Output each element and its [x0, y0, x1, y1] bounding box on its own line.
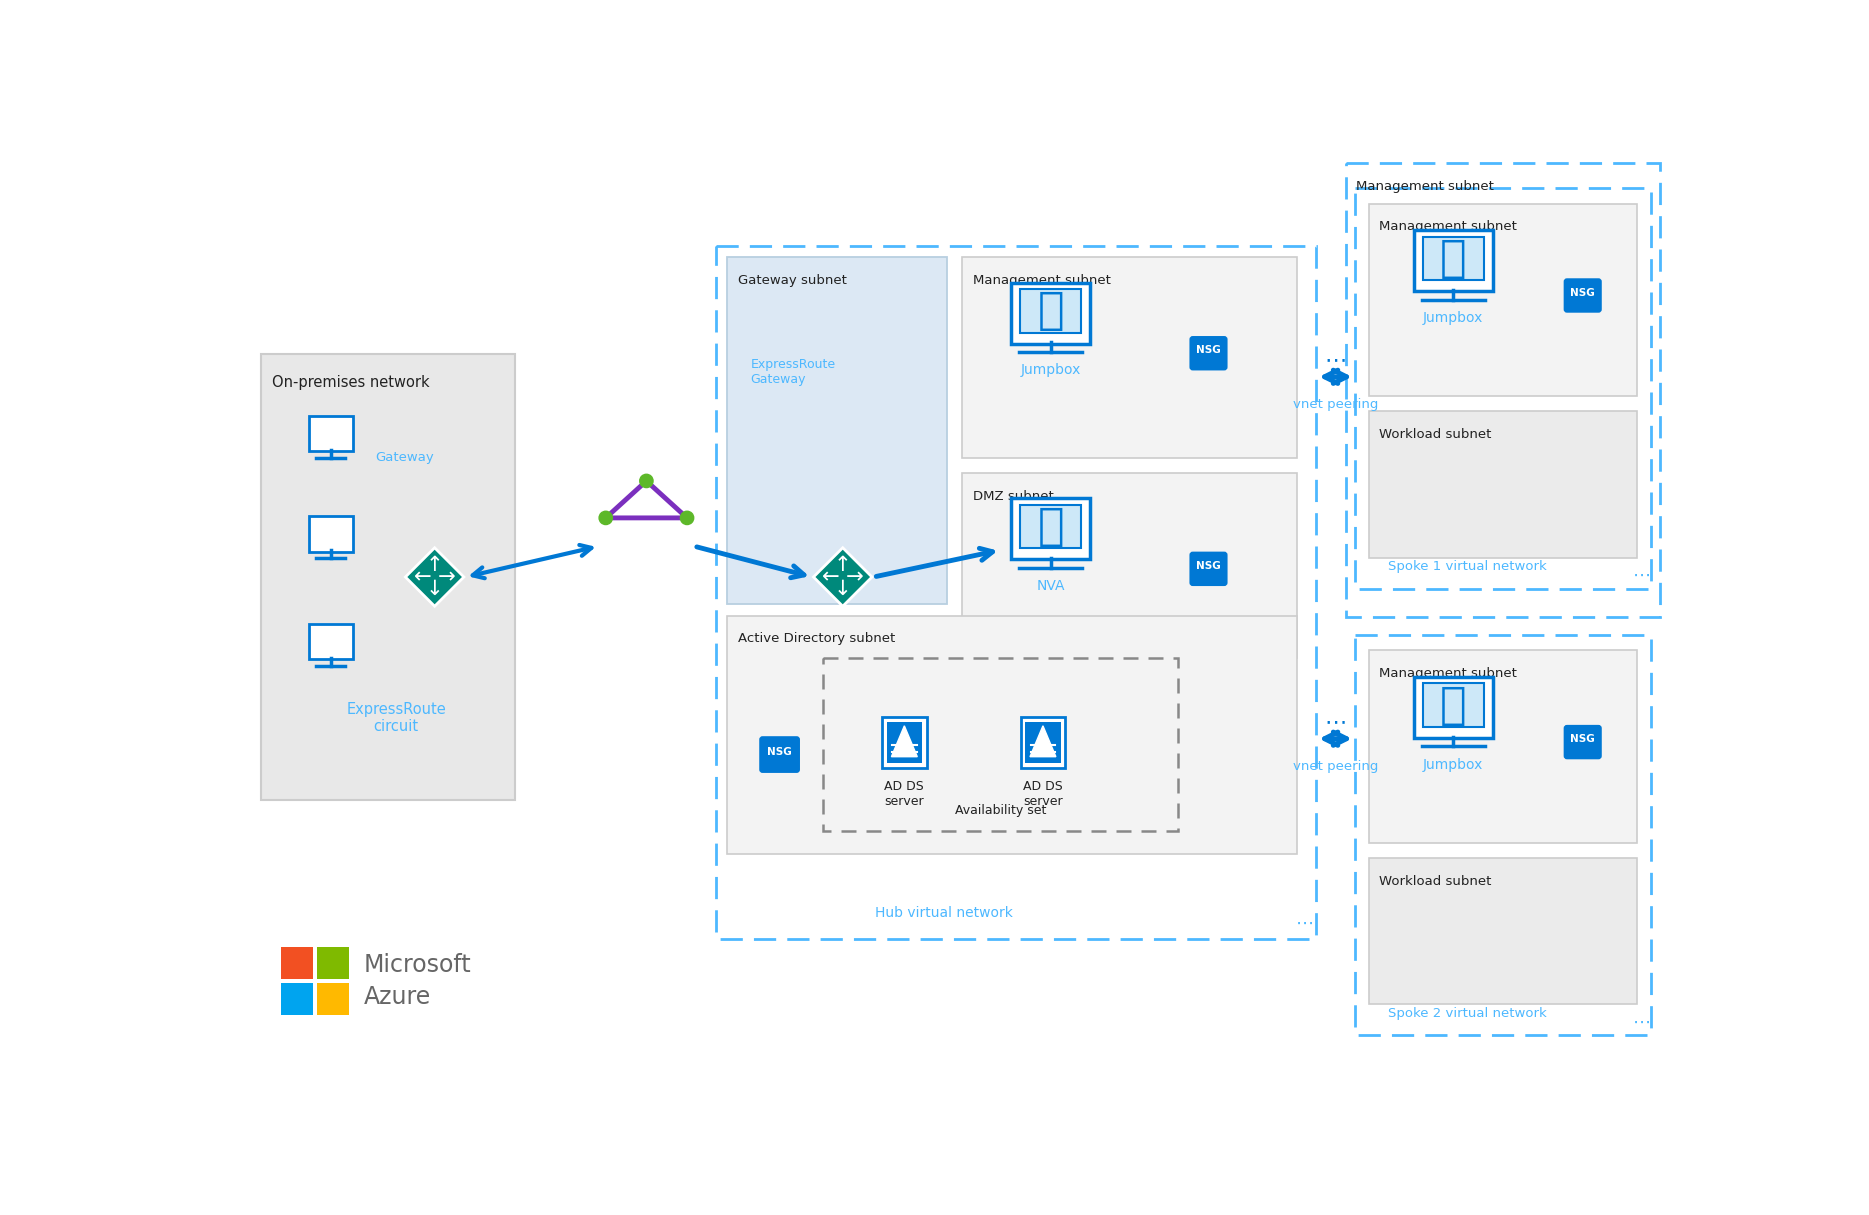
Text: ⋯: ⋯	[1295, 915, 1314, 932]
Bar	[824, 657, 1177, 831]
Bar	[1355, 188, 1650, 588]
Text: Active Directory subnet: Active Directory subnet	[738, 633, 895, 645]
FancyBboxPatch shape	[1026, 722, 1060, 763]
Bar	[963, 473, 1297, 657]
FancyBboxPatch shape	[1020, 289, 1080, 333]
FancyBboxPatch shape	[1011, 498, 1090, 559]
Bar	[727, 258, 948, 604]
Text: NSG: NSG	[1196, 345, 1220, 356]
Bar	[280, 983, 312, 1015]
Text: ←: ←	[822, 567, 839, 587]
Text: Hub virtual network: Hub virtual network	[875, 906, 1013, 920]
Text: On-premises network: On-premises network	[273, 375, 430, 390]
Text: Availability set: Availability set	[955, 804, 1047, 818]
Polygon shape	[1030, 725, 1056, 757]
Text: ⬜: ⬜	[1037, 289, 1063, 333]
Circle shape	[680, 512, 693, 525]
FancyBboxPatch shape	[1191, 553, 1226, 584]
Text: NSG: NSG	[1570, 288, 1594, 298]
Text: Management subnet: Management subnet	[974, 275, 1110, 288]
Text: ExpressRoute
circuit: ExpressRoute circuit	[346, 701, 447, 734]
Text: AD DS
server: AD DS server	[884, 780, 925, 808]
Bar	[1346, 163, 1660, 617]
Bar	[318, 983, 350, 1015]
Bar	[716, 245, 1316, 939]
Polygon shape	[892, 725, 918, 757]
Text: NVA: NVA	[1037, 578, 1065, 593]
Text: ⋯: ⋯	[1634, 1013, 1650, 1032]
Text: ↓: ↓	[834, 578, 852, 599]
Bar	[727, 616, 1297, 854]
Text: NSG: NSG	[1570, 734, 1594, 745]
Bar	[1368, 858, 1637, 1005]
Text: vnet peering: vnet peering	[1293, 761, 1377, 773]
Text: Management subnet: Management subnet	[1379, 220, 1518, 233]
Text: ⋯: ⋯	[1634, 567, 1650, 586]
Bar	[963, 258, 1297, 458]
Text: Spoke 1 virtual network: Spoke 1 virtual network	[1389, 560, 1548, 573]
Text: Gateway subnet: Gateway subnet	[738, 275, 847, 288]
FancyBboxPatch shape	[308, 516, 353, 552]
FancyBboxPatch shape	[1422, 684, 1484, 727]
FancyBboxPatch shape	[1413, 231, 1493, 292]
Text: ⬜: ⬜	[1441, 684, 1467, 727]
FancyBboxPatch shape	[1422, 237, 1484, 281]
FancyBboxPatch shape	[1020, 717, 1065, 768]
Text: ↑: ↑	[834, 555, 852, 575]
Polygon shape	[406, 548, 464, 606]
Text: Gateway: Gateway	[376, 451, 434, 464]
FancyBboxPatch shape	[1020, 505, 1080, 548]
Text: NSG: NSG	[768, 746, 792, 757]
FancyBboxPatch shape	[1191, 337, 1226, 369]
Text: Workload subnet: Workload subnet	[1379, 429, 1491, 441]
Text: Spoke 2 virtual network: Spoke 2 virtual network	[1389, 1007, 1548, 1019]
Text: ⋯: ⋯	[1325, 712, 1348, 731]
Text: Jumpbox: Jumpbox	[1422, 757, 1484, 772]
Text: ExpressRoute
Gateway: ExpressRoute Gateway	[749, 357, 835, 385]
Bar	[1368, 650, 1637, 843]
Circle shape	[639, 474, 652, 487]
Bar	[1355, 634, 1650, 1035]
FancyBboxPatch shape	[1564, 279, 1600, 312]
Bar	[1368, 204, 1637, 396]
Text: Management subnet: Management subnet	[1379, 667, 1518, 680]
Text: Jumpbox: Jumpbox	[1422, 311, 1484, 324]
FancyBboxPatch shape	[1413, 677, 1493, 738]
Text: ←: ←	[415, 567, 432, 587]
FancyBboxPatch shape	[1564, 725, 1600, 758]
Text: Management subnet: Management subnet	[1357, 180, 1493, 193]
Text: ⋯: ⋯	[1325, 350, 1348, 369]
Text: ↓: ↓	[426, 578, 443, 599]
Text: ⬜: ⬜	[1441, 237, 1467, 281]
FancyBboxPatch shape	[308, 625, 353, 660]
Text: AD DS
server: AD DS server	[1022, 780, 1063, 808]
Bar	[1368, 412, 1637, 558]
Text: Jumpbox: Jumpbox	[1020, 363, 1080, 378]
Text: ⬜: ⬜	[1037, 505, 1063, 548]
Polygon shape	[813, 548, 873, 606]
Bar	[318, 946, 350, 979]
Circle shape	[600, 512, 613, 525]
Text: vnet peering: vnet peering	[1293, 399, 1377, 412]
Text: ↑: ↑	[426, 555, 443, 575]
FancyBboxPatch shape	[308, 417, 353, 452]
FancyBboxPatch shape	[882, 717, 927, 768]
Bar	[262, 354, 516, 801]
Text: →: →	[845, 567, 863, 587]
Text: NSG: NSG	[1196, 561, 1220, 571]
FancyBboxPatch shape	[886, 722, 921, 763]
Text: →: →	[437, 567, 456, 587]
Text: Workload subnet: Workload subnet	[1379, 875, 1491, 888]
Bar	[280, 946, 312, 979]
FancyBboxPatch shape	[1011, 283, 1090, 344]
Text: DMZ subnet: DMZ subnet	[974, 490, 1054, 503]
Text: Microsoft
Azure: Microsoft Azure	[364, 953, 471, 1010]
FancyBboxPatch shape	[761, 738, 798, 772]
